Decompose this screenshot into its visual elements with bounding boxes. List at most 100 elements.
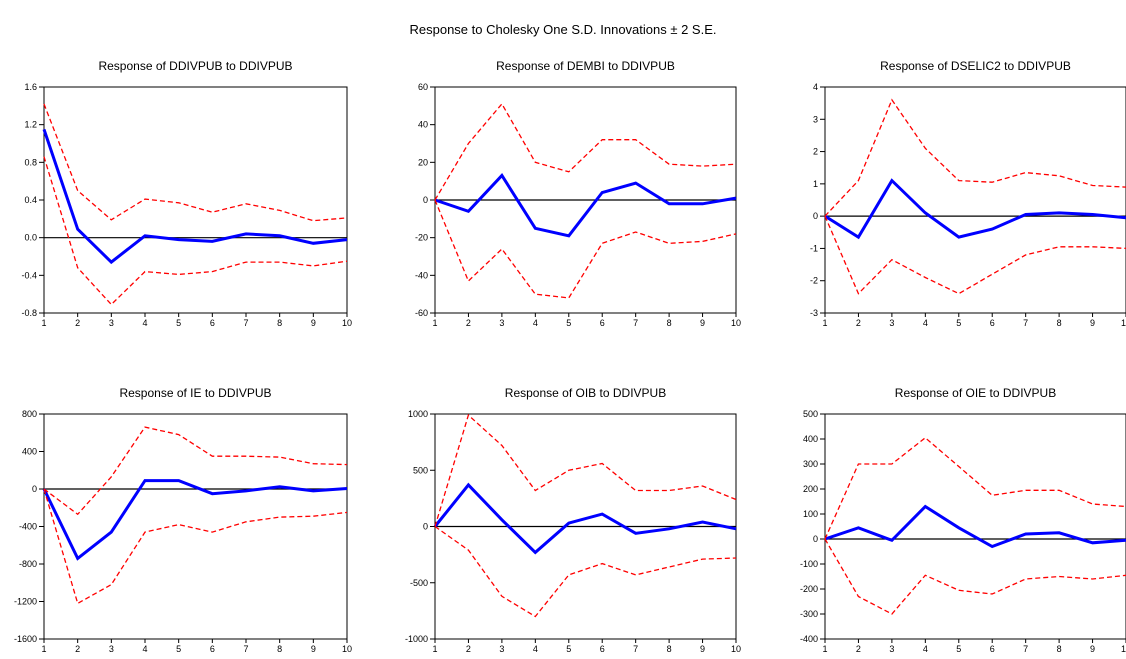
y-tick-label: 20 — [418, 157, 428, 167]
x-tick-label: 7 — [633, 318, 638, 328]
y-tick-label: -400 — [800, 634, 818, 644]
x-tick-label: 3 — [499, 644, 504, 654]
y-tick-label: 0.4 — [24, 195, 37, 205]
response-line — [42, 128, 348, 265]
x-tick-label: 9 — [311, 318, 316, 328]
x-tick-label: 9 — [311, 644, 316, 654]
x-tick-label: 7 — [633, 644, 638, 654]
x-tick-label: 4 — [533, 644, 538, 654]
panel-title: Response of DSELIC2 to DDIVPUB — [880, 59, 1071, 73]
x-tick-label: 2 — [466, 644, 471, 654]
y-tick-label: 40 — [418, 120, 428, 130]
x-tick-label: 8 — [277, 644, 282, 654]
x-tick-label: 6 — [600, 318, 605, 328]
x-tick-label: 7 — [243, 644, 248, 654]
x-tick-label: 4 — [533, 318, 538, 328]
y-tick-label: -400 — [19, 522, 37, 532]
y-tick-label: 0.0 — [24, 233, 37, 243]
x-tick-label: 3 — [889, 318, 894, 328]
y-tick-label: -0.8 — [21, 308, 37, 318]
y-tick-label: 2 — [813, 147, 818, 157]
x-tick-label: 4 — [142, 318, 147, 328]
y-tick-label: 1.6 — [24, 82, 37, 92]
x-tick-label: 5 — [566, 318, 571, 328]
x-tick-label: 3 — [109, 318, 114, 328]
upper-band-line — [43, 426, 348, 516]
lower-band-line — [43, 156, 348, 306]
y-tick-label: 1 — [813, 179, 818, 189]
x-tick-label: 6 — [990, 318, 995, 328]
panel-title: Response of DEMBI to DDIVPUB — [496, 59, 675, 73]
upper-band-line — [824, 436, 1126, 540]
y-tick-label: -800 — [19, 559, 37, 569]
y-tick-label: 0 — [813, 211, 818, 221]
y-tick-label: -500 — [410, 578, 428, 588]
y-tick-label: 0 — [32, 484, 37, 494]
y-tick-label: 500 — [413, 465, 428, 475]
x-tick-label: 8 — [1057, 644, 1062, 654]
response-line — [434, 173, 737, 238]
x-tick-label: 10 — [1121, 644, 1126, 654]
y-tick-label: -60 — [415, 308, 428, 318]
x-tick-label: 5 — [956, 318, 961, 328]
lower-band-line — [434, 525, 737, 618]
y-tick-label: 3 — [813, 114, 818, 124]
upper-band-line — [434, 413, 737, 527]
x-tick-label: 10 — [342, 644, 352, 654]
x-tick-label: 9 — [1090, 644, 1095, 654]
figure-title: Response to Cholesky One S.D. Innovation… — [409, 22, 717, 37]
x-tick-label: 4 — [923, 644, 928, 654]
y-tick-label: 500 — [803, 409, 818, 419]
x-tick-label: 1 — [432, 318, 437, 328]
y-tick-label: -1 — [810, 243, 818, 253]
x-tick-label: 3 — [499, 318, 504, 328]
panel-title: Response of IE to DDIVPUB — [119, 386, 271, 400]
x-tick-label: 8 — [667, 318, 672, 328]
x-tick-label: 6 — [210, 644, 215, 654]
y-tick-label: 400 — [803, 434, 818, 444]
x-tick-label: 7 — [1023, 318, 1028, 328]
irf-panel: Response of IE to DDIVPUB -1600 -1200 -800 -… — [14, 386, 352, 654]
y-tick-label: 4 — [813, 82, 818, 92]
y-tick-label: -2 — [810, 276, 818, 286]
irf-panel: Response of DEMBI to DDIVPUB -60 -40 -20 0 20… — [415, 59, 741, 328]
y-tick-label: 100 — [803, 509, 818, 519]
upper-band-line — [43, 103, 348, 222]
panel-title: Response of OIE to DDIVPUB — [895, 386, 1056, 400]
irf-panel: Response of OIE to DDIVPUB -400 -300 -200 -1… — [800, 386, 1126, 654]
y-tick-label: 1000 — [408, 409, 428, 419]
x-tick-label: 7 — [243, 318, 248, 328]
x-tick-label: 9 — [700, 318, 705, 328]
lower-band-line — [824, 215, 1126, 295]
y-tick-label: -100 — [800, 559, 818, 569]
x-tick-label: 2 — [856, 644, 861, 654]
irf-panel: Response of DDIVPUB to DDIVPUB -0.8 -0.4 0.… — [21, 59, 352, 328]
y-tick-label: 400 — [22, 447, 37, 457]
plot-frame — [824, 413, 1126, 640]
plot-frame — [824, 86, 1126, 314]
panel-title: Response of DDIVPUB to DDIVPUB — [98, 59, 292, 73]
panel-title: Response of OIB to DDIVPUB — [505, 386, 666, 400]
x-tick-label: 10 — [731, 644, 741, 654]
response-line — [824, 504, 1126, 549]
x-tick-label: 6 — [990, 644, 995, 654]
x-tick-label: 1 — [822, 644, 827, 654]
irf-panel: Response of DSELIC2 to DDIVPUB -3 -2 -1 0 1 2 3… — [810, 59, 1126, 328]
lower-band-line — [43, 488, 348, 605]
y-tick-label: 0.8 — [24, 157, 37, 167]
x-tick-label: 1 — [41, 318, 46, 328]
x-tick-label: 5 — [956, 644, 961, 654]
y-tick-label: -300 — [800, 609, 818, 619]
x-tick-label: 4 — [923, 318, 928, 328]
x-tick-label: 10 — [731, 318, 741, 328]
x-tick-label: 1 — [41, 644, 46, 654]
x-tick-label: 2 — [856, 318, 861, 328]
upper-band-line — [824, 98, 1126, 217]
x-tick-label: 5 — [566, 644, 571, 654]
y-tick-label: 300 — [803, 459, 818, 469]
x-tick-label: 10 — [342, 318, 352, 328]
irf-panel: Response of OIB to DDIVPUB -1000 -500 0 500 1… — [405, 386, 741, 654]
x-tick-label: 8 — [277, 318, 282, 328]
y-tick-label: -0.4 — [21, 270, 37, 280]
